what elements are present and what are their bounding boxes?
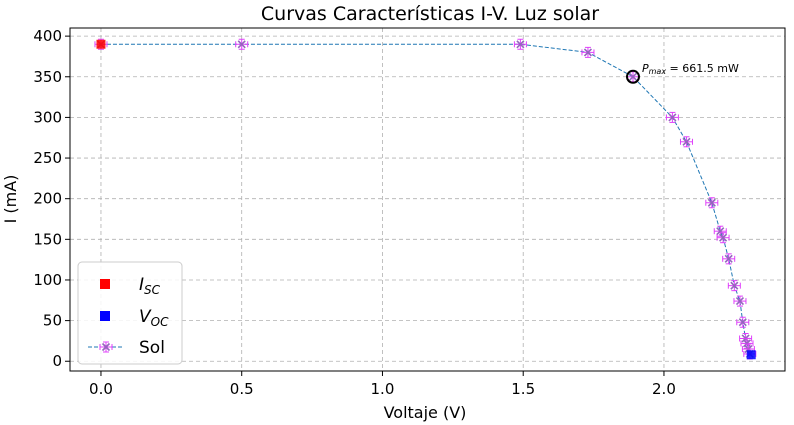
- plot-frame: [69, 27, 786, 372]
- data-point: [235, 38, 249, 50]
- y-tick-label: 250: [33, 149, 62, 167]
- legend-swatch: [100, 279, 110, 289]
- data-point: [722, 253, 736, 265]
- data-point: [581, 46, 595, 58]
- chart-title: Curvas Características I-V. Luz solar: [261, 3, 599, 25]
- y-axis-ticks: 0 50 100 150 200 250 300 350 400: [33, 27, 70, 370]
- y-tick-label: 300: [33, 108, 62, 126]
- y-axis-label: I (mA): [1, 175, 20, 224]
- x-tick-label: 1.0: [371, 380, 395, 398]
- data-point: [705, 197, 719, 209]
- x-tick-label: 2.0: [652, 380, 676, 398]
- grid-lines: [70, 28, 785, 371]
- legend-entry-i-sc: ISC: [100, 275, 161, 297]
- data-layer: [94, 38, 757, 360]
- legend-box: [77, 261, 183, 365]
- y-tick-label: 150: [33, 230, 62, 248]
- y-tick-label: 100: [33, 271, 62, 289]
- data-point: [679, 136, 693, 148]
- legend-label: ISC: [139, 275, 161, 297]
- data-point: [733, 295, 747, 307]
- y-tick-label: 400: [33, 27, 62, 45]
- marker-v-oc: [746, 350, 756, 360]
- y-tick-label: 200: [33, 190, 62, 208]
- pmax-annotation: Pmax = 661.5 mW: [625, 62, 739, 84]
- y-tick-label: 350: [33, 68, 62, 86]
- legend-label: Sol: [139, 338, 165, 358]
- series-line-0: [100, 43, 751, 355]
- data-point: [513, 38, 527, 50]
- data-point: [665, 111, 679, 123]
- legend-swatch: [100, 311, 110, 321]
- legend-entry-v-oc: VOC: [100, 307, 169, 329]
- x-tick-label: 1.5: [511, 380, 535, 398]
- data-point: [736, 316, 750, 328]
- legend-label: VOC: [139, 307, 169, 329]
- data-point: [727, 280, 741, 292]
- marker-i-sc: [96, 39, 106, 49]
- pmax-circle: [625, 69, 640, 84]
- legend-entry-sol: Sol: [88, 338, 165, 358]
- y-tick-label: 50: [43, 312, 62, 330]
- pmax-label: Pmax = 661.5 mW: [642, 62, 739, 76]
- x-tick-label: 0.0: [89, 380, 113, 398]
- x-tick-label: 0.5: [230, 380, 254, 398]
- legend: ISC VOC Sol: [77, 261, 183, 365]
- y-tick-label: 0: [52, 352, 62, 370]
- x-axis-label: Voltaje (V): [384, 403, 467, 422]
- data-point: [716, 232, 730, 244]
- x-axis-ticks: 0.0 0.5 1.0 1.5 2.0: [89, 371, 676, 398]
